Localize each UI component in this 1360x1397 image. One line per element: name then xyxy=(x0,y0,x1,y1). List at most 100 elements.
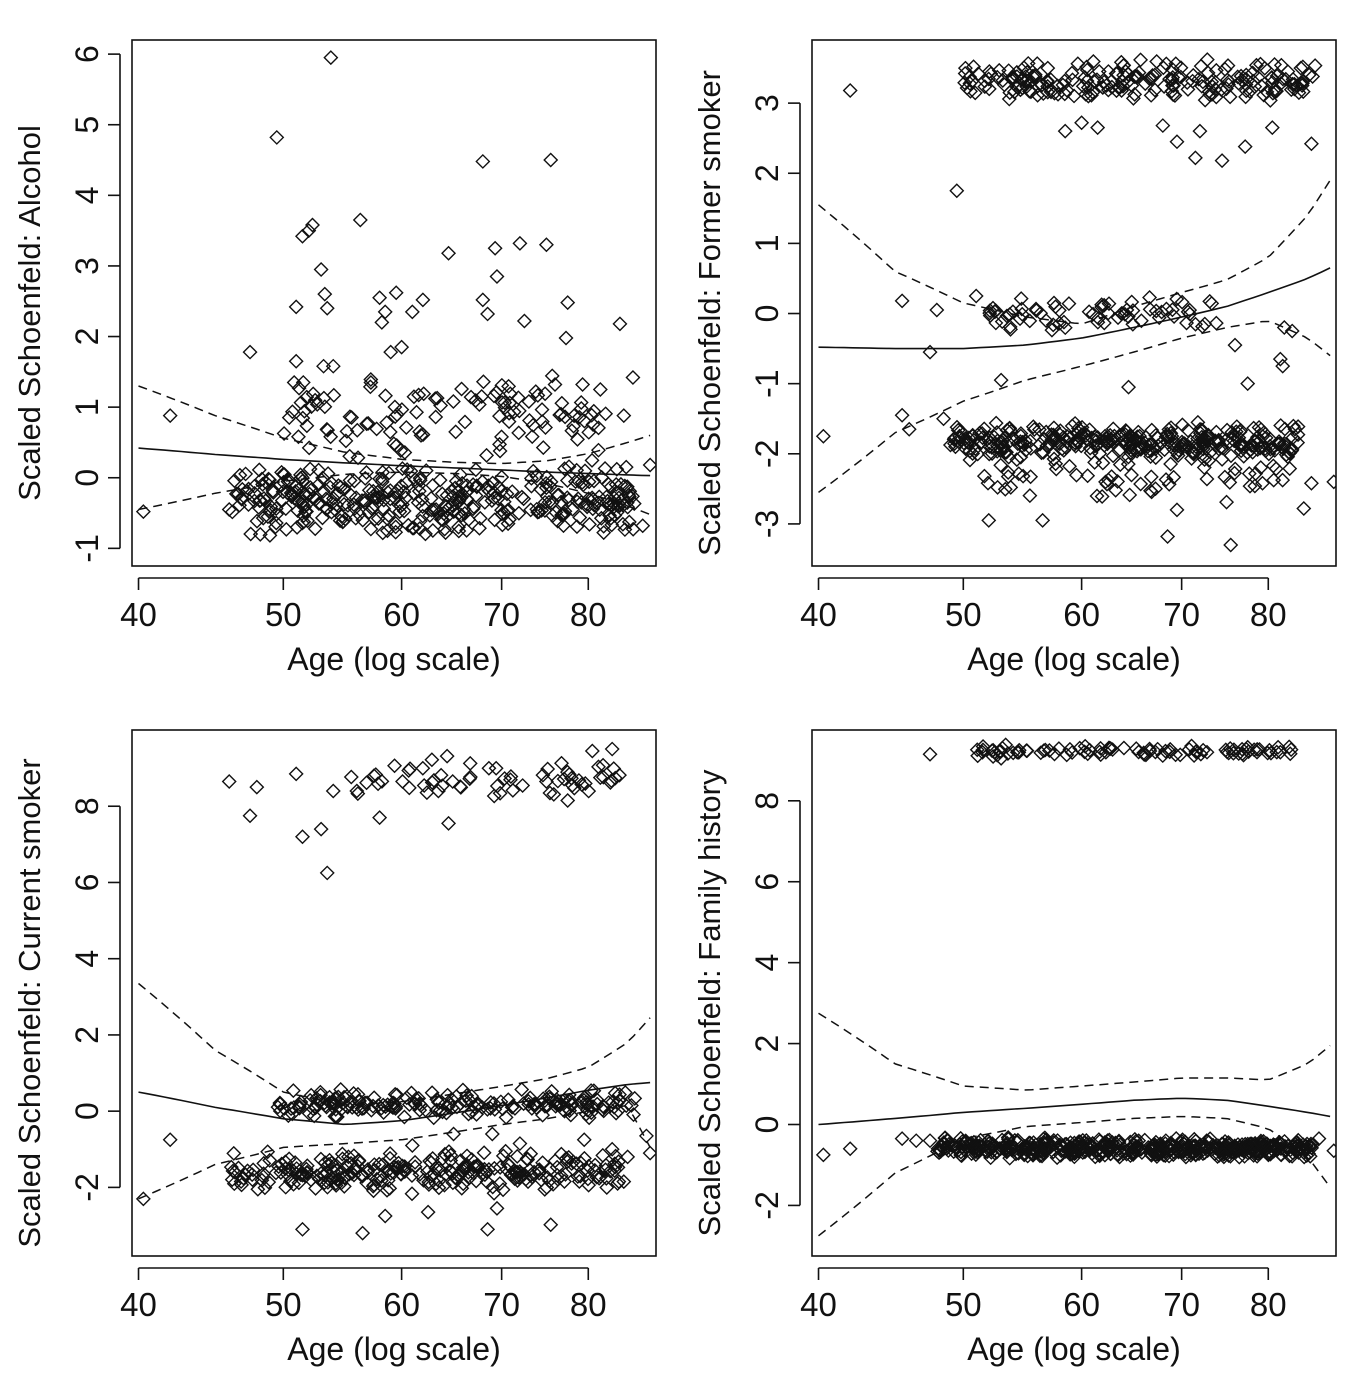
data-point xyxy=(995,438,1011,454)
data-point xyxy=(1077,744,1093,760)
data-point xyxy=(1108,482,1124,498)
data-point xyxy=(521,1093,536,1109)
data-point xyxy=(319,300,335,316)
data-point xyxy=(302,461,318,477)
data-point xyxy=(993,443,1009,459)
data-point xyxy=(572,509,588,525)
data-point xyxy=(1164,72,1180,88)
data-point xyxy=(625,488,641,504)
data-point xyxy=(1130,441,1146,457)
data-point xyxy=(388,524,404,540)
data-point xyxy=(1137,435,1153,451)
data-point xyxy=(599,1179,615,1195)
data-point xyxy=(1079,62,1095,78)
data-point xyxy=(498,1143,514,1159)
y-tick-label: 6 xyxy=(749,873,785,891)
data-point xyxy=(1263,1138,1279,1154)
data-point xyxy=(1232,424,1248,440)
data-point xyxy=(1294,78,1310,93)
y-tick-label: 0 xyxy=(69,469,105,487)
data-point xyxy=(389,1087,405,1103)
data-point xyxy=(512,1136,528,1152)
data-point xyxy=(1277,421,1293,437)
data-point xyxy=(1168,56,1184,72)
data-point xyxy=(568,474,584,490)
data-point xyxy=(298,496,314,512)
data-point xyxy=(1137,1132,1153,1148)
data-point xyxy=(1200,65,1216,81)
data-point xyxy=(542,478,558,494)
x-axis-label: Age (log scale) xyxy=(967,641,1180,677)
data-point xyxy=(842,1141,858,1157)
data-point xyxy=(571,409,587,425)
data-point xyxy=(226,1145,242,1161)
data-point xyxy=(534,402,550,418)
data-point xyxy=(351,1153,367,1169)
data-point xyxy=(1120,456,1136,472)
data-point xyxy=(1125,90,1141,106)
data-point xyxy=(982,308,998,324)
data-point xyxy=(1061,1141,1077,1157)
data-point xyxy=(607,507,623,523)
data-point xyxy=(469,478,485,494)
data-point xyxy=(1227,337,1243,353)
data-point xyxy=(606,761,622,777)
data-point xyxy=(1019,79,1035,95)
data-point xyxy=(415,427,431,443)
data-point xyxy=(299,1164,315,1180)
data-point xyxy=(1307,58,1323,74)
data-point xyxy=(1034,445,1050,461)
data-point xyxy=(322,1152,338,1168)
data-point xyxy=(1161,429,1177,445)
data-point xyxy=(1258,430,1274,446)
data-point xyxy=(620,1149,636,1165)
data-point xyxy=(359,1095,375,1111)
data-point xyxy=(1101,1132,1117,1148)
data-point xyxy=(516,313,532,329)
data-point xyxy=(1192,1137,1208,1153)
data-point xyxy=(369,421,385,437)
data-point xyxy=(949,183,965,199)
data-point xyxy=(596,525,612,541)
data-point xyxy=(295,1221,310,1237)
data-point xyxy=(418,463,434,479)
data-point xyxy=(566,780,582,796)
data-point xyxy=(326,1094,342,1110)
data-point xyxy=(1013,291,1029,307)
data-point xyxy=(1214,153,1230,169)
data-point xyxy=(285,1083,301,1099)
data-point xyxy=(1077,1144,1093,1160)
data-point xyxy=(981,512,997,528)
data-point xyxy=(1193,58,1209,74)
data-point xyxy=(592,770,608,786)
data-point xyxy=(553,494,569,510)
data-point xyxy=(332,513,348,529)
data-point xyxy=(415,292,431,308)
data-point xyxy=(627,1090,643,1106)
data-point xyxy=(1311,1131,1327,1147)
data-point xyxy=(608,1105,624,1121)
data-point xyxy=(557,506,573,522)
data-point xyxy=(559,764,575,780)
data-point xyxy=(369,1171,385,1187)
data-point xyxy=(894,407,910,423)
data-point xyxy=(521,413,537,429)
data-point xyxy=(1286,76,1302,92)
scatter-points xyxy=(815,737,1336,1166)
data-point xyxy=(561,492,577,508)
data-point xyxy=(1085,1135,1101,1151)
data-point xyxy=(346,1086,362,1102)
data-point xyxy=(576,1132,592,1148)
data-point xyxy=(983,1150,999,1166)
data-point xyxy=(1015,72,1031,88)
data-point xyxy=(373,1173,389,1188)
data-point xyxy=(404,1186,420,1202)
data-point xyxy=(611,1087,627,1103)
data-point xyxy=(626,496,642,512)
data-point xyxy=(487,240,503,256)
data-point xyxy=(1238,89,1254,105)
data-point xyxy=(1019,64,1035,80)
fit-line xyxy=(818,267,1331,350)
data-point xyxy=(270,1099,286,1115)
data-point xyxy=(908,1133,924,1149)
